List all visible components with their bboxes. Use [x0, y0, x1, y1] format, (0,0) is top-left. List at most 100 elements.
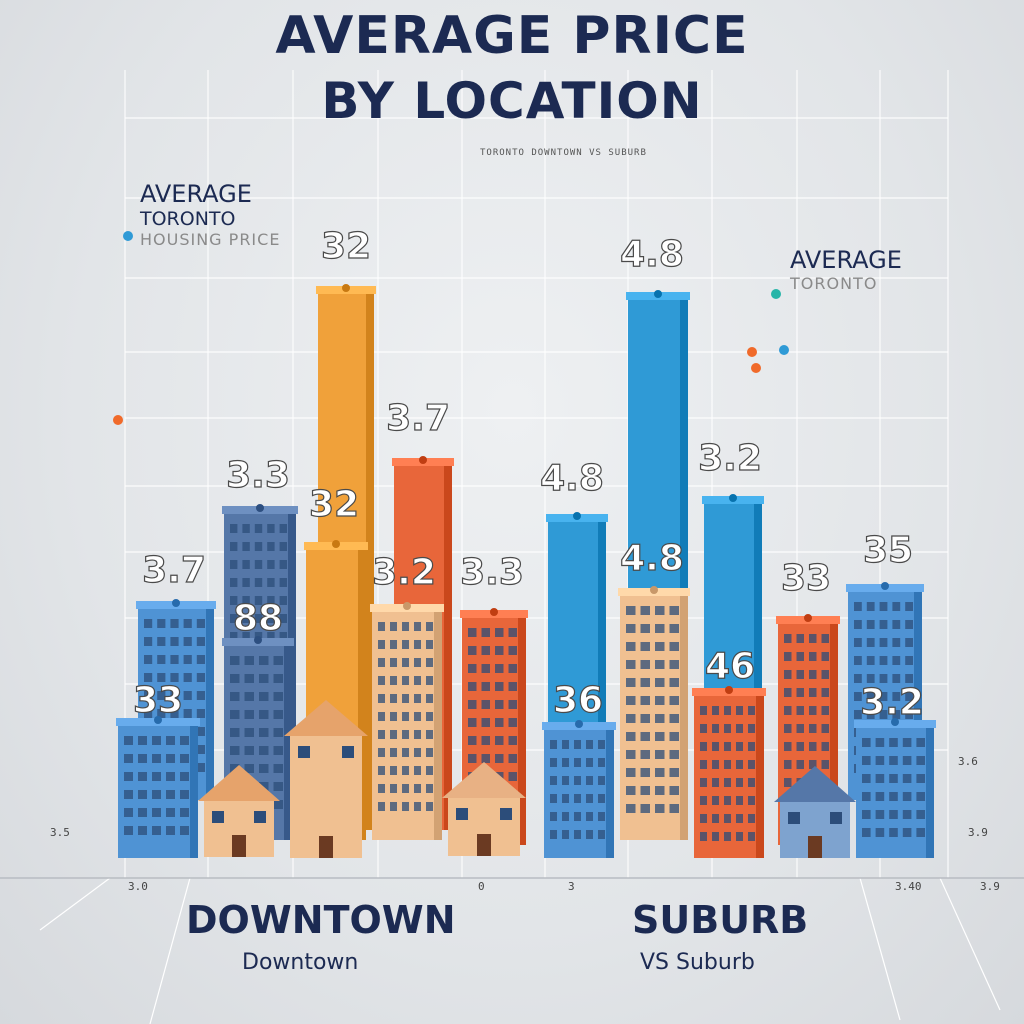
window — [414, 712, 421, 721]
window — [821, 688, 829, 697]
window — [892, 710, 901, 719]
house-window — [456, 808, 468, 820]
annotation-left-line2: TORONTO — [140, 208, 236, 230]
window — [495, 700, 504, 709]
window — [259, 782, 269, 791]
window — [796, 634, 804, 643]
decor-dot-2 — [771, 289, 781, 299]
axis-text-5: 3.9 — [980, 880, 1000, 893]
window — [481, 664, 490, 673]
window — [180, 790, 189, 799]
window — [196, 727, 205, 736]
window — [862, 792, 871, 801]
window — [640, 624, 650, 633]
window — [574, 812, 581, 821]
window — [170, 637, 179, 646]
window — [157, 637, 166, 646]
window — [402, 676, 409, 685]
house-door — [477, 834, 491, 856]
window — [598, 758, 605, 767]
window — [242, 596, 250, 605]
window — [626, 786, 636, 795]
window — [170, 619, 179, 628]
window — [242, 542, 250, 551]
window — [655, 642, 665, 651]
window — [468, 718, 477, 727]
window — [598, 812, 605, 821]
window — [170, 655, 179, 664]
window — [862, 756, 871, 765]
window — [230, 524, 238, 533]
window — [626, 714, 636, 723]
window — [784, 724, 792, 733]
window — [267, 614, 275, 623]
window — [468, 664, 477, 673]
window — [574, 740, 581, 749]
window — [273, 782, 283, 791]
window — [866, 692, 875, 701]
window — [655, 750, 665, 759]
window — [390, 766, 397, 775]
window — [550, 812, 557, 821]
bar-marker-6 — [419, 456, 427, 464]
window — [902, 774, 912, 783]
window — [157, 709, 166, 718]
window — [784, 670, 792, 679]
window — [640, 660, 650, 669]
window — [259, 710, 269, 719]
window — [879, 692, 888, 701]
window — [626, 660, 636, 669]
window — [655, 714, 665, 723]
bar-shade-0 — [206, 605, 214, 800]
bar-shade-12 — [680, 592, 688, 840]
window — [402, 694, 409, 703]
window — [905, 674, 913, 683]
house-window — [298, 746, 310, 758]
window — [180, 826, 189, 835]
annotation-right: AVERAGE TORONTO — [790, 246, 902, 293]
house-door — [232, 835, 246, 857]
window — [879, 656, 888, 665]
value-label-13: 3.2 — [698, 438, 762, 479]
window — [640, 732, 650, 741]
window — [640, 768, 650, 777]
window — [414, 694, 421, 703]
window — [157, 655, 166, 664]
window — [267, 578, 275, 587]
window — [196, 619, 205, 628]
window — [254, 596, 263, 605]
window — [402, 766, 409, 775]
house-2 — [442, 762, 526, 856]
window — [183, 709, 192, 718]
window — [426, 658, 433, 667]
window — [700, 814, 707, 823]
window — [390, 640, 397, 649]
bar-shade-7 — [434, 608, 442, 840]
window — [508, 628, 517, 637]
window — [784, 778, 792, 787]
window — [655, 768, 665, 777]
window — [809, 652, 817, 661]
house-window — [254, 811, 266, 823]
window — [273, 656, 283, 665]
window — [562, 740, 569, 749]
window — [916, 828, 925, 837]
window — [157, 691, 166, 700]
window — [378, 784, 385, 793]
window — [242, 578, 250, 587]
window — [481, 754, 490, 763]
window — [655, 732, 665, 741]
window — [230, 746, 240, 755]
window — [390, 712, 397, 721]
window — [244, 728, 254, 737]
bar-shade-5 — [358, 546, 366, 840]
window — [170, 673, 179, 682]
value-label-0: 3.7 — [142, 550, 206, 591]
window — [700, 706, 707, 715]
window — [152, 754, 161, 763]
decor-dot-4 — [779, 345, 789, 355]
window — [144, 619, 153, 628]
window — [821, 706, 829, 715]
window — [724, 706, 731, 715]
window — [669, 750, 679, 759]
